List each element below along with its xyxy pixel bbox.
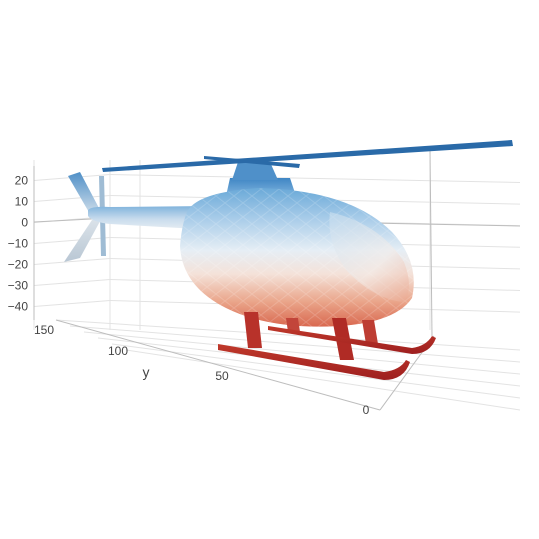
- floor-gridline: [111, 343, 521, 399]
- z-tick-label: −40: [8, 300, 29, 314]
- z-tick-label: −30: [8, 279, 29, 293]
- tail-boom: [88, 206, 214, 230]
- nose-window: [329, 212, 409, 302]
- x-tick-label: 0: [363, 403, 370, 417]
- z-gridline-left: [33, 300, 111, 307]
- y-axis-line: [55, 319, 381, 411]
- rear-strut-right: [286, 318, 300, 332]
- front-strut-right: [362, 320, 378, 344]
- z-tick-label: −20: [8, 258, 29, 272]
- z-gridline-back: [109, 174, 521, 183]
- skid-right: [268, 326, 436, 354]
- floor-gridline: [83, 331, 521, 375]
- y-tick-label: 100: [108, 344, 128, 358]
- z-tick-label: 0: [21, 216, 28, 230]
- z-gridline-left: [33, 237, 111, 244]
- z-gridline-left: [33, 258, 111, 265]
- main-rotor-blade-long: [102, 140, 513, 172]
- rear-strut-left: [244, 312, 262, 348]
- floor-gridline: [55, 319, 521, 351]
- main-rotor-blade-short: [204, 156, 300, 168]
- x-axis-corner-line: [429, 149, 433, 337]
- helicopter-mesh[interactable]: [64, 140, 513, 380]
- rotor-hub: [232, 162, 278, 180]
- tail-lower-fin: [64, 214, 104, 262]
- z-tick-label: −10: [8, 237, 29, 251]
- floor-gridline: [69, 325, 521, 363]
- z-gridline-left: [33, 279, 111, 286]
- z-tick-label: 20: [15, 174, 29, 188]
- y-axis-title: y: [143, 364, 150, 380]
- z-tick-label: 10: [15, 195, 29, 209]
- floor-gridline: [125, 349, 521, 411]
- skid-left: [218, 344, 410, 380]
- y-tick-label: 150: [34, 323, 54, 337]
- z-gridline-left: [33, 195, 111, 202]
- y-tick-label: 50: [215, 369, 229, 383]
- tail-upper-fin: [68, 172, 100, 214]
